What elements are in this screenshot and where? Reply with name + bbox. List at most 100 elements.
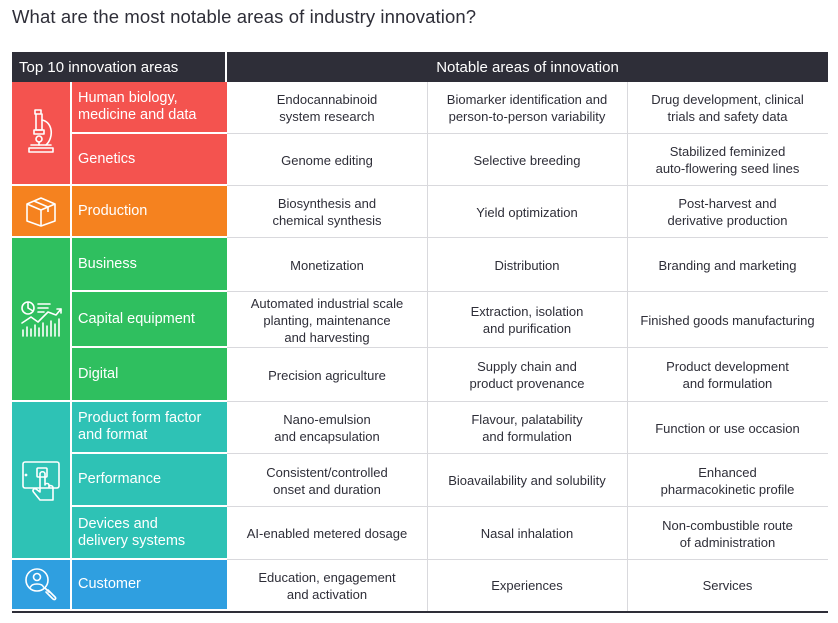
- cell-text-line: Education, engagement: [258, 569, 396, 585]
- cell-text-line: Flavour, palatability: [471, 412, 583, 427]
- innovation-cell: Consistent/controlled onset and duration: [227, 454, 427, 507]
- area-label-line: Customer: [78, 576, 141, 592]
- cell-text-line: Consistent/controlled: [266, 464, 388, 480]
- microscope-icon: [26, 108, 56, 158]
- innovation-cell: Function or use occasion: [627, 402, 828, 454]
- innovation-area-label: Digital: [72, 348, 227, 400]
- innovation-area-label: Capital equipment: [72, 292, 227, 346]
- innovation-area-label: Customer: [72, 560, 227, 609]
- cell-text-line: and formulation: [682, 376, 773, 391]
- cell-text-line: Services: [702, 578, 753, 593]
- innovation-cell: Automated industrial scale planting, main…: [227, 292, 427, 348]
- innovation-cell: Genome editing: [227, 134, 427, 186]
- area-label-line: Product form factor: [78, 410, 202, 426]
- innovation-cell: Selective breeding: [427, 134, 627, 186]
- innovation-cell: Post-harvest and derivative production: [627, 186, 828, 238]
- cell-text-line: Biosynthesis and: [277, 196, 377, 211]
- cell-text-line: person-to-person variability: [448, 109, 606, 124]
- cell-text-line: Biomarker identification and: [446, 92, 608, 107]
- row-divider: [227, 401, 828, 402]
- innovation-cell: Supply chain and product provenance: [427, 348, 627, 402]
- cell-text-line: chemical synthesis: [272, 213, 382, 228]
- cell-text-line: Post-harvest and: [678, 196, 777, 211]
- cell-text-line: Automated industrial scale: [250, 295, 404, 311]
- innovation-cell: Extraction, isolation and purification: [427, 292, 627, 348]
- innovation-table: Top 10 innovation areas Notable areas of…: [12, 52, 828, 613]
- cell-text-line: Precision agriculture: [268, 367, 386, 383]
- column-divider: [627, 82, 628, 611]
- cell-text-line: product provenance: [469, 376, 585, 391]
- innovation-cell: Product development and formulation: [627, 348, 828, 402]
- row-divider: [227, 291, 828, 292]
- cell-text-line: Genome editing: [281, 152, 373, 168]
- cell-text-line: Nasal inhalation: [480, 526, 574, 541]
- cell-text-line: pharmacokinetic profile: [660, 481, 795, 497]
- cell-text-line: Nano-emulsion: [283, 412, 371, 427]
- cell-text-line: AI-enabled metered dosage: [246, 526, 408, 541]
- innovation-cell: Enhanced pharmacokinetic profile: [627, 454, 828, 507]
- innovation-cell: Drug development, clinical trials and saf…: [627, 82, 828, 134]
- row-divider: [227, 347, 828, 348]
- box-icon: [24, 194, 58, 228]
- cell-text-line: onset and duration: [273, 481, 381, 497]
- cell-text-line: Finished goods manufacturing: [640, 312, 815, 328]
- area-label-line: Digital: [78, 365, 119, 382]
- cell-text-line: Drug development, clinical: [651, 92, 804, 107]
- cell-text-line: Selective breeding: [473, 152, 581, 168]
- cell-text-line: auto-flowering seed lines: [655, 161, 800, 176]
- innovation-cell: Precision agriculture: [227, 348, 427, 402]
- area-label-line: Capital equipment: [78, 310, 195, 327]
- innovation-cell: Biosynthesis and chemical synthesis: [227, 186, 427, 238]
- area-label-line: Performance: [78, 471, 162, 487]
- innovation-cell: Stabilized feminized auto-flowering seed …: [627, 134, 828, 186]
- innovation-area-label: Genetics: [72, 134, 227, 184]
- innovation-cell: Flavour, palatability and formulation: [427, 402, 627, 454]
- area-label-line: Genetics: [78, 150, 136, 167]
- magnifier-person-icon: [23, 566, 59, 604]
- innovation-cell: Nano-emulsion and encapsulation: [227, 402, 427, 454]
- header-right: Notable areas of innovation: [227, 52, 828, 82]
- cell-text-line: derivative production: [667, 213, 788, 228]
- innovation-cell: Distribution: [427, 238, 627, 292]
- innovation-cell: Monetization: [227, 238, 427, 292]
- row-divider: [227, 506, 828, 507]
- header-left: Top 10 innovation areas: [12, 52, 225, 82]
- cell-text-line: Stabilized feminized: [669, 144, 786, 159]
- innovation-cell: Yield optimization: [427, 186, 627, 238]
- group-icon-cell: [12, 402, 70, 558]
- cell-text-line: Yield optimization: [476, 204, 578, 220]
- innovation-area-label: Human biology, medicine and data: [72, 82, 227, 132]
- innovation-cell: Nasal inhalation: [427, 507, 627, 560]
- cell-text-line: Bioavailability and solubility: [448, 473, 606, 488]
- cell-text-line: trials and safety data: [667, 109, 788, 124]
- innovation-cell: AI-enabled metered dosage: [227, 507, 427, 560]
- cell-text-line: Supply chain and: [477, 359, 577, 374]
- innovation-cell: Bioavailability and solubility: [427, 454, 627, 507]
- cell-text-line: Distribution: [494, 257, 560, 273]
- cell-text-line: system research: [279, 109, 375, 124]
- innovation-area-label: Production: [72, 186, 227, 236]
- tablet-hand-icon: [20, 458, 62, 502]
- row-divider: [227, 453, 828, 454]
- cell-text-line: planting, maintenance: [263, 312, 391, 328]
- group-icon-cell: [12, 82, 70, 184]
- cell-text-line: Non-combustible route: [662, 517, 793, 533]
- area-label-line: Devices and: [78, 515, 158, 532]
- area-label-line: delivery systems: [78, 532, 186, 549]
- innovation-area-label: Performance: [72, 454, 227, 505]
- group-icon-cell: [12, 186, 70, 236]
- row-divider: [227, 237, 828, 238]
- cell-text-line: Extraction, isolation: [470, 304, 584, 319]
- area-label-line: Business: [78, 255, 137, 272]
- innovation-cell: Finished goods manufacturing: [627, 292, 828, 348]
- area-label-line: Production: [78, 202, 148, 219]
- group-icon-cell: [12, 238, 70, 400]
- cell-text-line: Monetization: [290, 257, 364, 273]
- row-divider: [227, 133, 828, 134]
- cell-text-line: and encapsulation: [274, 429, 380, 444]
- page-title: What are the most notable areas of indus…: [12, 6, 477, 27]
- charts-icon: [18, 299, 64, 339]
- cell-text-line: Experiences: [491, 578, 563, 593]
- innovation-cell: Branding and marketing: [627, 238, 828, 292]
- row-divider: [227, 185, 828, 186]
